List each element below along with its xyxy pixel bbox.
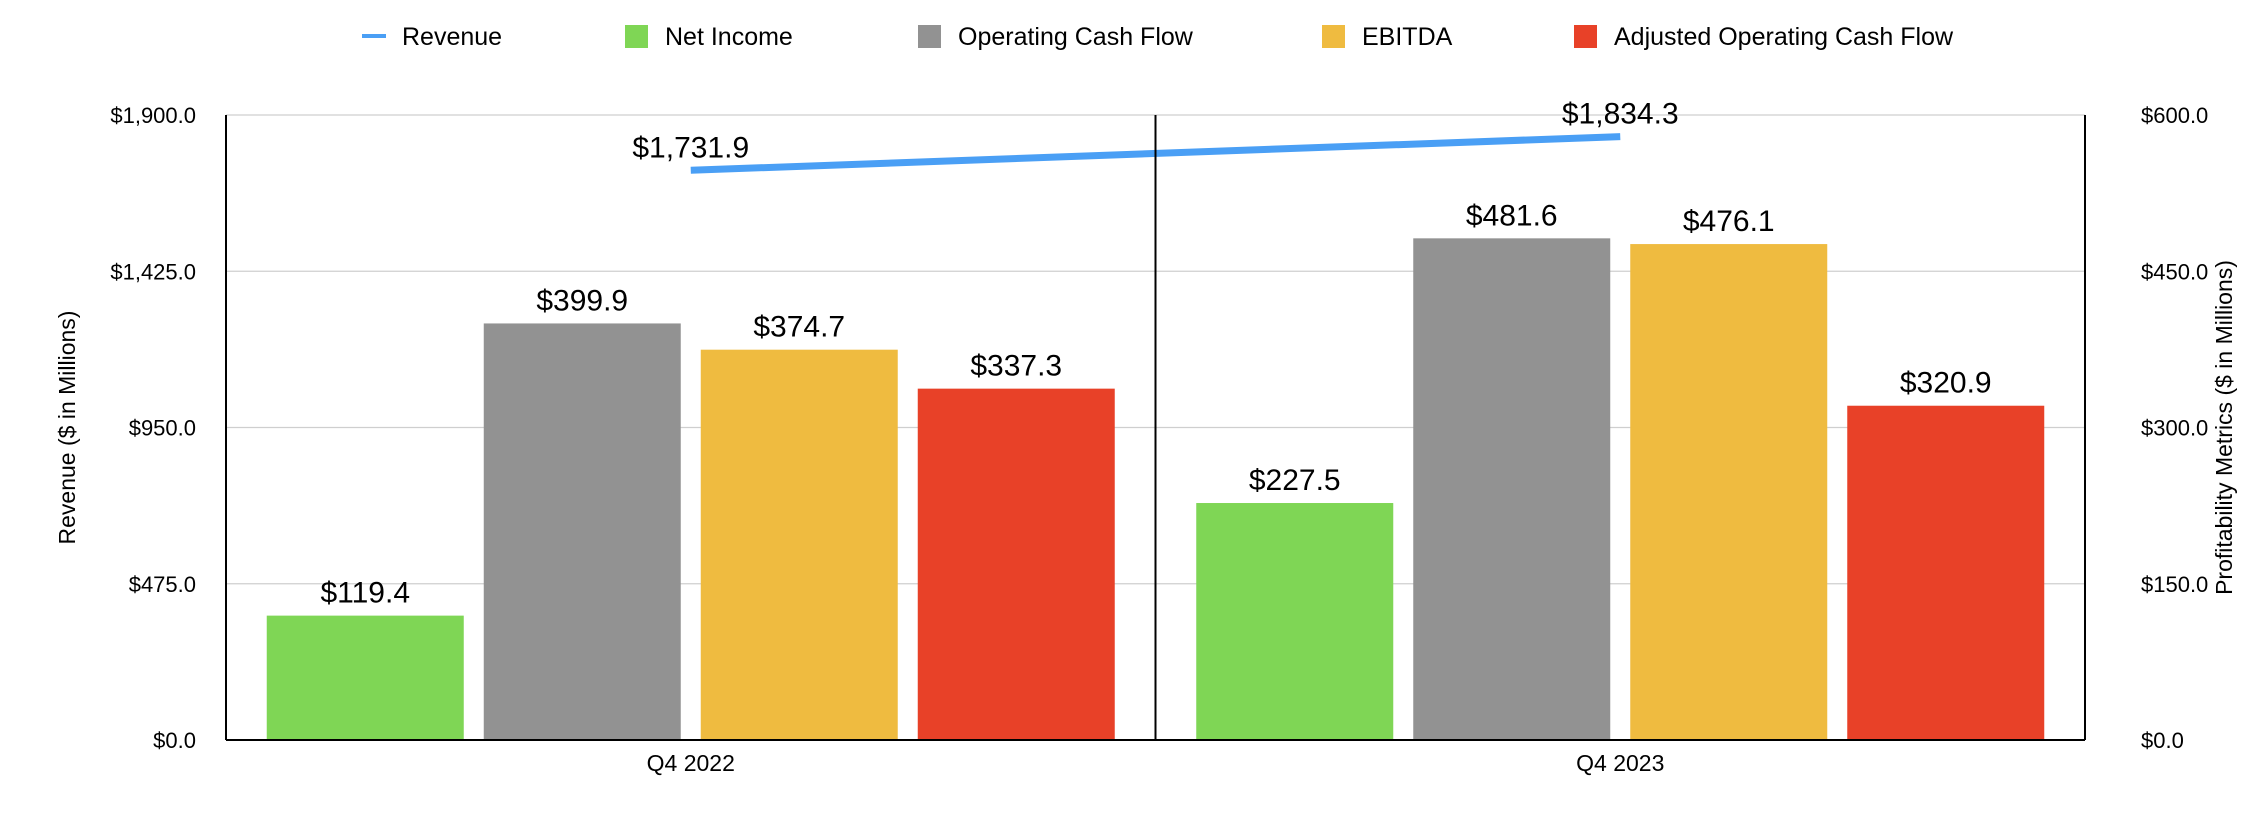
right-axis-ticks: $0.0 $150.0 $300.0 $450.0 $600.0 — [2141, 103, 2208, 753]
category-label: Q4 2023 — [1576, 750, 1664, 776]
adjusted-operating-cash-flow-data-label: $320.9 — [1900, 367, 1992, 400]
revenue-data-label: $1,731.9 — [632, 131, 749, 164]
adjusted-operating-cash-flow-bar — [917, 388, 1115, 740]
ebitda-data-label: $374.7 — [753, 311, 845, 344]
right-tick-label: $450.0 — [2141, 259, 2208, 284]
left-tick-label: $950.0 — [129, 416, 196, 441]
right-tick-label: $600.0 — [2141, 103, 2208, 128]
adjusted-operating-cash-flow-bar — [1847, 405, 2045, 740]
legend: Revenue Net Income Operating Cash Flow EBIT… — [362, 23, 1954, 51]
left-axis-title: Revenue ($ in Millions) — [54, 311, 80, 545]
right-tick-label: $150.0 — [2141, 572, 2208, 597]
net-income-data-label: $227.5 — [1249, 464, 1341, 497]
left-tick-label: $475.0 — [129, 572, 196, 597]
net-income-data-label: $119.4 — [320, 577, 410, 610]
legend-label-operating-cash-flow: Operating Cash Flow — [958, 23, 1194, 51]
revenue-data-label: $1,834.3 — [1562, 98, 1679, 131]
legend-swatch-ebitda — [1322, 25, 1345, 48]
ebitda-bar — [1630, 244, 1828, 740]
operating-cash-flow-data-label: $399.9 — [536, 284, 628, 317]
operating-cash-flow-bar — [1413, 238, 1611, 741]
legend-label-adjusted-operating-cash-flow: Adjusted Operating Cash Flow — [1614, 23, 1954, 51]
legend-label-revenue: Revenue — [402, 23, 502, 51]
category-label: Q4 2022 — [647, 750, 735, 776]
left-tick-label: $0.0 — [153, 728, 196, 753]
legend-label-ebitda: EBITDA — [1362, 23, 1453, 51]
category-labels: Q4 2022 Q4 2023 — [647, 750, 1665, 776]
net-income-bar — [1196, 503, 1394, 740]
left-tick-label: $1,425.0 — [110, 259, 196, 284]
operating-cash-flow-bar — [483, 323, 681, 740]
ebitda-bar — [700, 349, 898, 740]
right-axis-title: Profitability Metrics ($ in Millions) — [2211, 260, 2237, 595]
net-income-bar — [266, 615, 464, 740]
legend-label-net-income: Net Income — [665, 23, 793, 51]
left-axis-ticks: $0.0 $475.0 $950.0 $1,425.0 $1,900.0 — [110, 103, 196, 753]
legend-swatch-adjusted-operating-cash-flow — [1574, 25, 1597, 48]
bars: $119.4 $399.9 $374.7 $337.3 $227.5 $481.6 $476… — [266, 199, 2045, 741]
axes — [225, 115, 2086, 741]
operating-cash-flow-data-label: $481.6 — [1466, 199, 1558, 232]
adjusted-operating-cash-flow-data-label: $337.3 — [970, 350, 1062, 383]
left-tick-label: $1,900.0 — [110, 103, 196, 128]
ebitda-data-label: $476.1 — [1683, 205, 1775, 238]
legend-swatch-operating-cash-flow — [918, 25, 941, 48]
right-tick-label: $0.0 — [2141, 728, 2184, 753]
right-tick-label: $300.0 — [2141, 416, 2208, 441]
legend-swatch-net-income — [625, 25, 648, 48]
